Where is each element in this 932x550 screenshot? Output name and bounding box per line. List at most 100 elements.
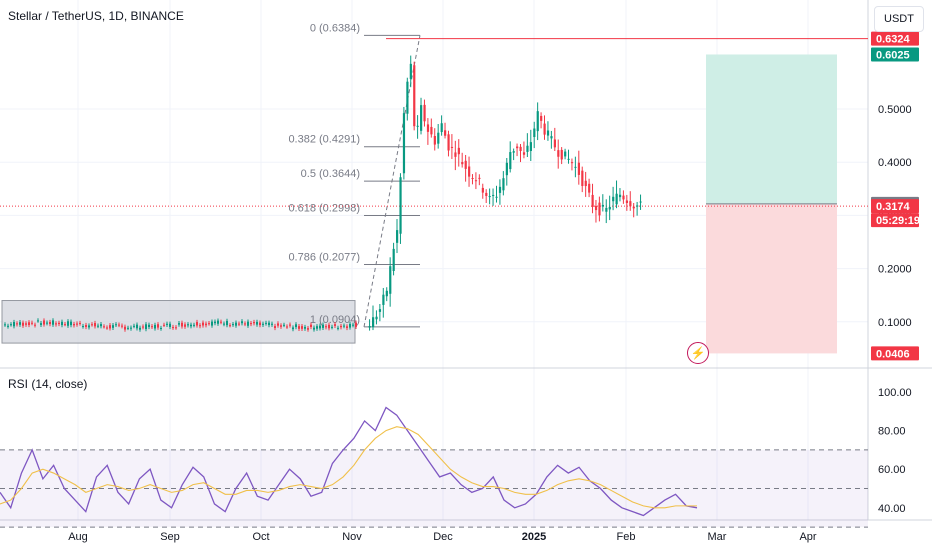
candle xyxy=(169,323,171,327)
candle xyxy=(208,323,210,325)
price-tag-label: 0.0406 xyxy=(876,348,910,360)
candle xyxy=(423,104,426,122)
price-tag-label: 0.6025 xyxy=(876,49,910,61)
candle xyxy=(588,183,591,193)
candle xyxy=(468,166,471,177)
price-axis-tick: 0.4000 xyxy=(878,157,912,169)
candle xyxy=(505,162,508,176)
candle xyxy=(322,324,324,328)
candle xyxy=(163,324,165,326)
candle xyxy=(352,324,354,326)
candle xyxy=(115,324,117,326)
candle xyxy=(406,81,409,114)
candle xyxy=(280,325,282,327)
candle xyxy=(402,113,406,174)
candle xyxy=(124,326,126,330)
candle xyxy=(319,325,321,329)
candle xyxy=(190,324,192,327)
candle xyxy=(250,323,252,325)
candle xyxy=(331,326,333,328)
candle xyxy=(70,321,72,326)
candle xyxy=(488,196,491,198)
price-tag xyxy=(871,199,919,214)
candle xyxy=(205,323,207,326)
candle xyxy=(157,324,159,328)
price-tag xyxy=(871,346,919,361)
candle xyxy=(457,147,460,155)
candle xyxy=(601,204,605,207)
candle xyxy=(139,327,141,330)
candle xyxy=(519,146,522,152)
candle xyxy=(262,323,264,325)
candle xyxy=(389,266,392,294)
candle xyxy=(268,322,270,326)
time-axis-tick: Sep xyxy=(160,531,180,543)
price-tag xyxy=(871,47,919,62)
candle xyxy=(67,321,69,326)
rsi-ma-line xyxy=(0,426,697,509)
candle xyxy=(52,320,54,325)
candle xyxy=(274,326,276,329)
time-axis-tick: Mar xyxy=(708,531,727,543)
candle xyxy=(337,327,339,329)
candle xyxy=(217,320,219,324)
candle xyxy=(202,322,204,326)
candle xyxy=(416,125,419,127)
rsi-title: RSI (14, close) xyxy=(8,377,88,391)
candle xyxy=(235,322,237,326)
candle xyxy=(577,162,581,175)
candle xyxy=(16,323,18,325)
candle xyxy=(241,321,243,324)
candle xyxy=(292,327,294,330)
currency-button[interactable]: USDT xyxy=(874,6,924,32)
candle xyxy=(372,317,375,328)
candle xyxy=(25,323,27,325)
candle xyxy=(55,323,57,325)
time-axis-tick: Oct xyxy=(252,531,269,543)
price-axis-tick: 0.5000 xyxy=(878,104,912,116)
candle xyxy=(632,206,635,209)
candle xyxy=(43,320,45,325)
candle xyxy=(409,63,412,79)
candle xyxy=(509,152,512,170)
price-axis-tick: 0.1000 xyxy=(878,317,912,329)
candle xyxy=(172,327,174,329)
price-axis-tick: 0.2000 xyxy=(878,264,912,276)
candle xyxy=(301,326,303,329)
candle xyxy=(184,324,186,327)
candle xyxy=(313,327,315,330)
candle xyxy=(471,178,474,180)
lightning-icon[interactable]: ⚡ xyxy=(687,342,709,364)
candle xyxy=(420,105,423,131)
candle xyxy=(91,324,93,326)
candle xyxy=(478,177,481,179)
candle xyxy=(103,326,105,328)
candle xyxy=(564,151,567,157)
price-tag xyxy=(871,213,919,228)
candle xyxy=(553,139,556,148)
candle xyxy=(612,196,615,202)
rsi-axis-tick: 80.00 xyxy=(878,426,906,438)
candle xyxy=(533,128,536,138)
time-axis-tick: Feb xyxy=(617,531,636,543)
candle xyxy=(79,322,81,324)
candle xyxy=(426,124,430,132)
rsi-axis-tick: 40.00 xyxy=(878,503,906,515)
price-tag-label: 05:29:19 xyxy=(876,215,920,227)
candle xyxy=(127,327,129,329)
candle xyxy=(277,323,279,326)
candle xyxy=(31,322,33,324)
candle xyxy=(265,322,267,324)
candle xyxy=(229,325,231,327)
rsi-line xyxy=(0,406,698,517)
candle xyxy=(130,327,132,329)
candle xyxy=(461,161,464,165)
candle xyxy=(622,195,625,200)
candle xyxy=(516,146,519,149)
candle xyxy=(396,230,399,243)
candle xyxy=(22,322,24,326)
candle xyxy=(608,206,611,210)
candle xyxy=(136,324,138,329)
candle xyxy=(223,323,225,325)
candle xyxy=(495,196,498,198)
